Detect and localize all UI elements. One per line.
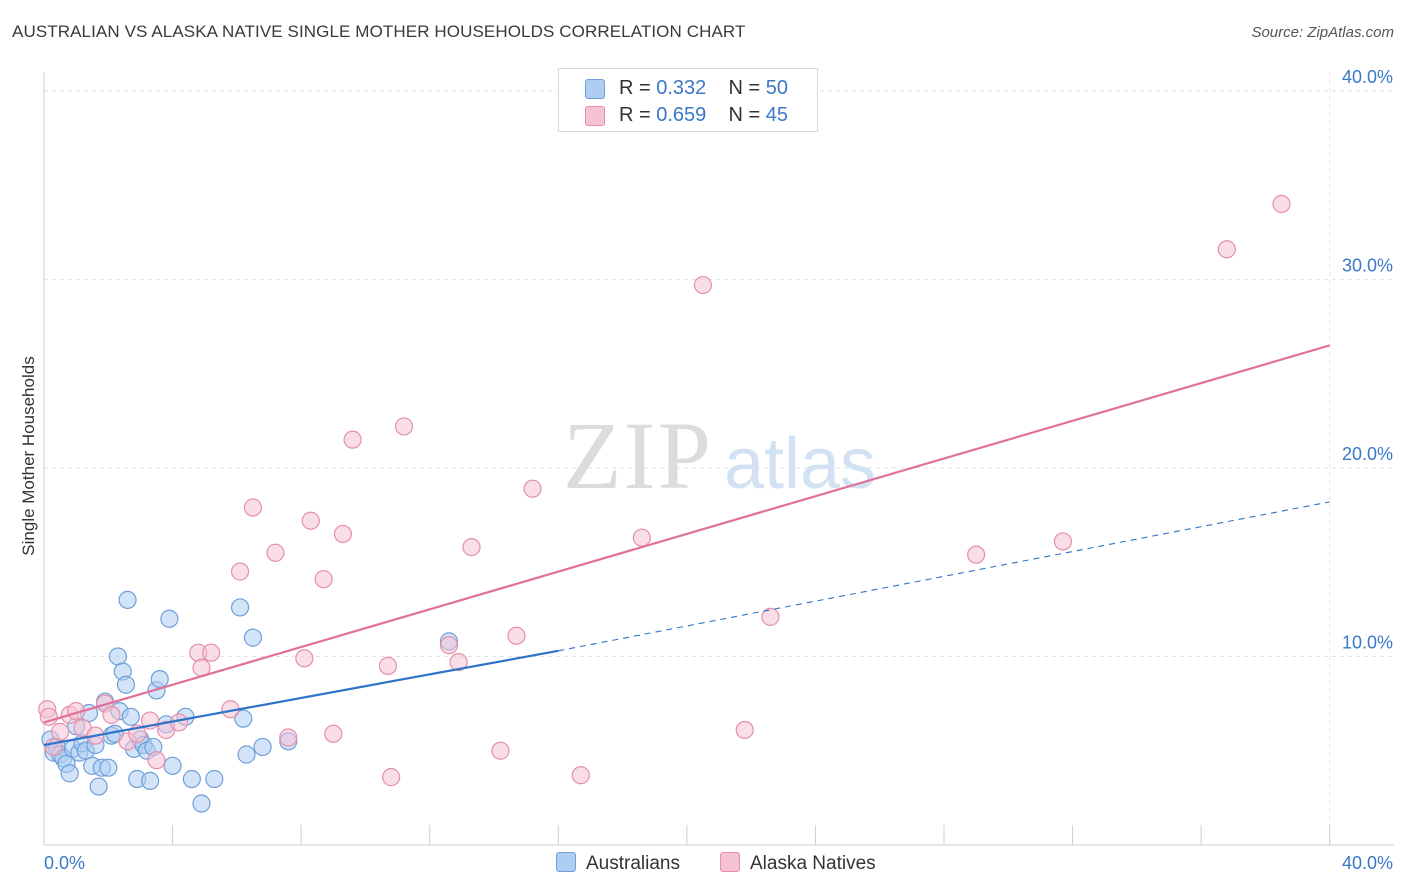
legend-r-label: R = xyxy=(619,77,651,99)
bottom-legend-label: Alaska Natives xyxy=(750,853,876,874)
bottom-swatch-pink xyxy=(720,852,740,872)
data-point xyxy=(205,769,224,789)
legend-r-value: 0.332 xyxy=(656,77,707,99)
data-point xyxy=(230,562,250,581)
y-tick-label: 20.0% xyxy=(1342,444,1393,464)
legend-r-label: R = xyxy=(619,104,651,126)
series-alaska-natives xyxy=(38,194,1291,787)
data-point xyxy=(102,705,121,725)
y-tick-label: 10.0% xyxy=(1342,632,1393,652)
data-point xyxy=(279,728,298,747)
correlation-legend: R = 0.332 N = 50 R = 0.659 N = 45 xyxy=(558,68,818,132)
data-point xyxy=(50,722,70,741)
axes xyxy=(43,72,1394,846)
data-point xyxy=(491,741,510,760)
data-point xyxy=(108,647,128,666)
data-point xyxy=(237,745,256,764)
watermark-atlas: atlas xyxy=(724,424,876,504)
data-point xyxy=(147,751,166,770)
data-point xyxy=(462,538,481,557)
bottom-swatch-blue xyxy=(556,852,576,872)
trend-line-australians-extension xyxy=(558,501,1330,652)
data-point xyxy=(243,628,263,647)
data-point xyxy=(343,430,362,449)
data-point xyxy=(507,626,526,645)
data-point xyxy=(693,275,713,295)
data-point xyxy=(253,737,272,757)
grid-lines xyxy=(44,72,1394,845)
data-point xyxy=(192,794,211,813)
data-point xyxy=(118,590,137,610)
data-point xyxy=(295,649,314,668)
data-point xyxy=(243,498,263,517)
tick-labels: 10.0% 20.0% 30.0% 40.0% 0.0% 40.0% xyxy=(44,67,1393,873)
bottom-legend-alaska: Alaska Natives xyxy=(720,852,876,875)
data-point xyxy=(735,720,754,740)
x-tick-label: 40.0% xyxy=(1342,853,1393,873)
y-axis-label: Single Mother Households xyxy=(19,356,38,556)
data-point xyxy=(439,636,459,655)
data-point xyxy=(230,598,250,617)
data-point xyxy=(523,479,542,498)
legend-swatch-pink xyxy=(585,106,605,126)
legend-n-value: 45 xyxy=(765,104,789,126)
data-point xyxy=(116,675,136,694)
data-point xyxy=(60,764,79,783)
bottom-legend-australians: Australians xyxy=(556,852,680,875)
data-point xyxy=(314,570,333,589)
data-point xyxy=(182,769,201,789)
data-point xyxy=(160,609,179,628)
data-point xyxy=(301,511,320,530)
data-point xyxy=(1053,532,1073,551)
data-point xyxy=(234,709,253,728)
trend-line-australians xyxy=(43,649,559,747)
data-point xyxy=(449,653,468,672)
data-point xyxy=(121,707,140,726)
legend-n-label: N = xyxy=(728,77,761,99)
data-point xyxy=(1217,240,1236,259)
data-point xyxy=(202,643,221,662)
legend-n-label: N = xyxy=(728,104,761,126)
watermark-zip: ZIP xyxy=(563,402,713,509)
y-tick-label: 30.0% xyxy=(1342,255,1393,275)
x-tick-label: 0.0% xyxy=(44,853,85,873)
legend-swatch-blue xyxy=(585,79,605,99)
data-point xyxy=(163,756,182,775)
data-point xyxy=(99,758,118,777)
data-point xyxy=(324,724,343,743)
data-point xyxy=(761,607,780,626)
source-label: Source: ZipAtlas.com xyxy=(1251,24,1394,41)
legend-r-value: 0.659 xyxy=(656,104,707,126)
data-point xyxy=(571,766,590,785)
bottom-legend-label: Australians xyxy=(586,853,680,874)
y-tick-label: 40.0% xyxy=(1342,67,1393,87)
data-point xyxy=(632,528,651,547)
trend-line-alaska xyxy=(43,344,1331,724)
chart-title: AUSTRALIAN VS ALASKA NATIVE SINGLE MOTHE… xyxy=(12,22,746,41)
data-point xyxy=(394,417,414,436)
data-point xyxy=(44,737,63,757)
trend-lines xyxy=(43,344,1331,747)
data-point xyxy=(150,669,169,689)
data-point xyxy=(967,545,986,564)
data-point xyxy=(1272,194,1291,214)
legend-n-value: 50 xyxy=(765,77,789,99)
data-point xyxy=(140,771,160,790)
data-point xyxy=(378,656,398,675)
data-point xyxy=(89,777,108,796)
data-point xyxy=(382,768,401,787)
data-point xyxy=(39,707,58,726)
data-point xyxy=(266,543,285,562)
data-point xyxy=(333,524,353,544)
